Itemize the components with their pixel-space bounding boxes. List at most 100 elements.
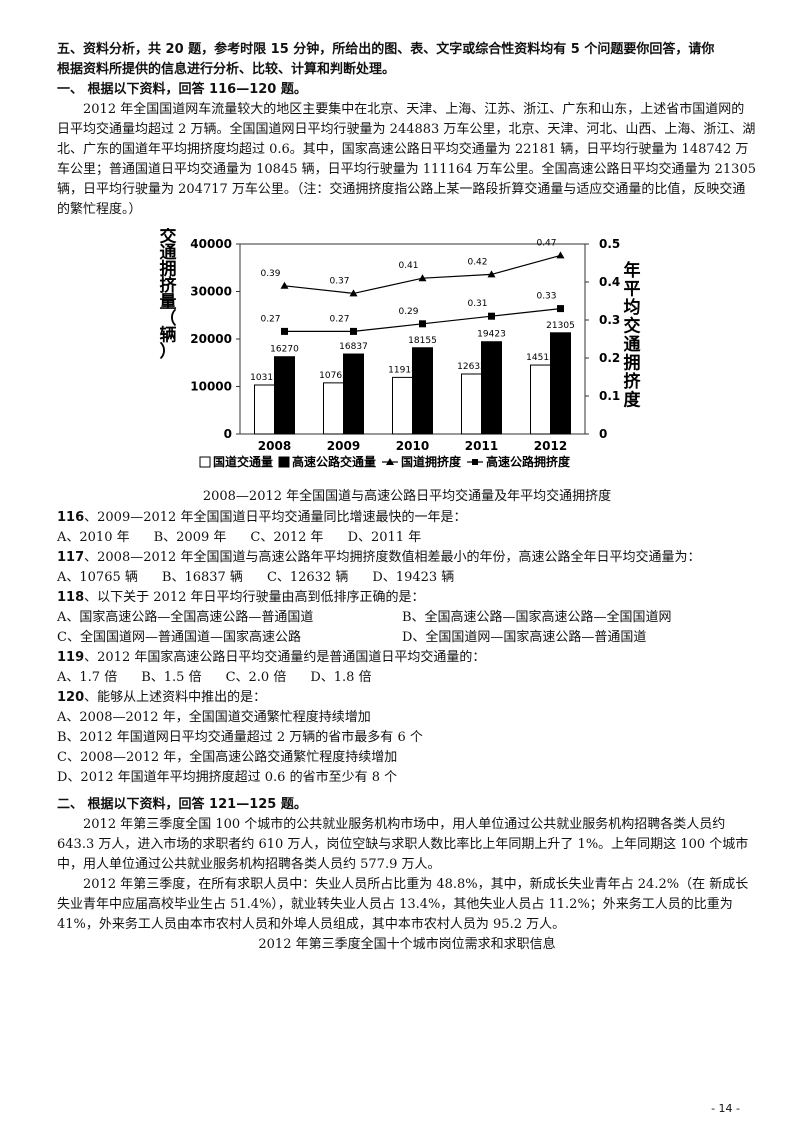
y-axis-title-char: 拥 xyxy=(160,258,177,279)
line-point xyxy=(487,270,496,278)
question-number: 120 xyxy=(57,690,85,705)
y2-tick-label: 0.5 xyxy=(599,237,620,251)
y2-tick-label: 0.3 xyxy=(599,313,620,327)
bar-data-label: 19423 xyxy=(477,330,506,340)
part2-heading: 二、 根据以下资料，回答 121—125 题。 xyxy=(57,797,307,812)
question-text: 、2012 年国家高速公路日平均交通量约是普通国道日平均交通量的： xyxy=(84,650,486,665)
y2-tick-label: 0.1 xyxy=(599,389,620,403)
answer-option[interactable]: C、2.0 倍 xyxy=(225,670,287,685)
line-data-label: 0.37 xyxy=(329,276,349,286)
y-axis-title-char: 辆 xyxy=(160,324,177,345)
y2-axis-title-char: 度 xyxy=(624,390,642,411)
y-axis-title-char: 量 xyxy=(160,291,177,312)
bar-data-label: 16270 xyxy=(270,345,299,355)
legend-marker xyxy=(386,458,394,465)
answer-option[interactable]: B、2009 年 xyxy=(153,530,227,545)
part1-paragraph: 2012 年全国国道网车流量较大的地区主要集中在北京、天津、上海、江苏、浙江、广… xyxy=(57,102,756,217)
legend-swatch xyxy=(199,456,211,468)
y-axis-title-char: 均 xyxy=(160,228,177,230)
answer-option[interactable]: B、2012 年国道网日平均交通量超过 2 万辆的省市最多有 6 个 xyxy=(57,730,423,745)
answer-option[interactable]: C、12632 辆 xyxy=(266,570,349,585)
line-point xyxy=(488,312,495,320)
y2-axis-title-char: 年 xyxy=(624,260,641,281)
bar xyxy=(323,382,344,435)
y-axis-title-char: 通 xyxy=(160,243,177,263)
answer-option[interactable]: A、国家高速公路—全国高速公路—普通国道 xyxy=(57,610,314,625)
bar-data-label: 11918 xyxy=(388,365,417,375)
part1-heading: 一、 根据以下资料，回答 116—120 题。 xyxy=(57,82,307,97)
y2-axis-title-char: 拥 xyxy=(624,353,641,374)
question-number: 117 xyxy=(57,550,85,565)
part2-paragraph1: 2012 年第三季度全国 100 个城市的公共就业服务机构市场中，用人单位通过公… xyxy=(57,817,749,872)
answer-option[interactable]: A、2010 年 xyxy=(57,530,130,545)
answer-option[interactable]: C、2012 年 xyxy=(250,530,324,545)
bar xyxy=(481,341,502,435)
line-data-label: 0.41 xyxy=(398,261,418,271)
question-stem: 119、2012 年国家高速公路日平均交通量约是普通国道日平均交通量的： xyxy=(57,648,757,668)
line-point xyxy=(281,327,288,335)
answer-option[interactable]: B、1.5 倍 xyxy=(141,670,202,685)
legend-marker xyxy=(472,459,478,465)
legend-swatch xyxy=(278,456,290,468)
y-tick-label: 10000 xyxy=(190,380,232,394)
section-header: 五、资料分析，共 20 题，参考时限 15 分钟，所给出的图、表、文字或综合性资… xyxy=(57,40,757,80)
bar-data-label: 18155 xyxy=(408,336,437,346)
table-caption: 2012 年第三季度全国十个城市岗位需求和求职信息 xyxy=(258,937,556,952)
line-data-label: 0.27 xyxy=(329,314,349,324)
answer-option[interactable]: A、10765 辆 xyxy=(57,570,138,585)
x-tick-label: 2012 xyxy=(534,439,567,453)
bar xyxy=(530,364,551,435)
line-data-label: 0.31 xyxy=(467,299,487,309)
y2-axis-title-char: 挤 xyxy=(624,371,642,392)
answer-option[interactable]: A、2008—2012 年，全国国道交通繁忙程度持续增加 xyxy=(57,710,371,725)
legend-label: 国道拥挤度 xyxy=(401,454,462,469)
line-point xyxy=(557,305,564,313)
option-row: C、全国国道网—普通国道—国家高速公路 D、全国国道网—国家高速公路—普通国道 xyxy=(57,628,757,648)
bar-data-label: 16837 xyxy=(339,342,368,352)
line-point xyxy=(350,327,357,335)
y-axis-title-char: 交 xyxy=(160,228,177,246)
answer-option[interactable]: D、1.8 倍 xyxy=(310,670,372,685)
line-data-label: 0.33 xyxy=(536,292,556,302)
line-point xyxy=(418,274,427,282)
question-number: 116 xyxy=(57,510,85,525)
answer-option[interactable]: A、1.7 倍 xyxy=(57,670,118,685)
legend-label: 高速公路拥挤度 xyxy=(486,454,571,469)
answer-option[interactable]: D、全国国道网—国家高速公路—普通国道 xyxy=(402,630,647,645)
question-text: 、2008—2012 年全国国道与高速公路年平均拥挤度数值相差最小的年份，高速公… xyxy=(84,550,701,565)
question-text: 、2009—2012 年全国国道日平均交通量同比增速最快的一年是： xyxy=(84,510,467,525)
x-tick-label: 2010 xyxy=(396,439,429,453)
line-point xyxy=(280,281,289,289)
y2-tick-label: 0.4 xyxy=(599,275,620,289)
y-axis-title-char: 挤 xyxy=(160,275,178,296)
bar xyxy=(550,332,571,435)
answer-option[interactable]: B、16837 辆 xyxy=(161,570,243,585)
traffic-chart: 0 10000 20000 30000 40000 0 0.1 0.2 0.3 0.4 0.5 200… xyxy=(160,228,642,469)
bar xyxy=(254,384,275,435)
y2-axis-title-char: 通 xyxy=(624,335,641,355)
x-tick-label: 2011 xyxy=(465,439,498,453)
answer-option[interactable]: C、2008—2012 年，全国高速公路交通繁忙程度持续增加 xyxy=(57,750,398,765)
y2-tick-label: 0 xyxy=(599,427,607,441)
answer-option[interactable]: D、2011 年 xyxy=(347,530,422,545)
answer-option[interactable]: B、全国高速公路—国家高速公路—全国国道网 xyxy=(402,610,672,625)
answer-option[interactable]: D、19423 辆 xyxy=(372,570,455,585)
chart-title: 2008—2012 年全国国道与高速公路日平均交通量及年平均交通拥挤度 xyxy=(202,489,612,504)
option-row: A、10765 辆 B、16837 辆 C、12632 辆 D、19423 辆 xyxy=(57,568,757,588)
bar xyxy=(461,373,482,435)
y-tick-label: 0 xyxy=(224,427,232,441)
option-row: A、国家高速公路—全国高速公路—普通国道 B、全国高速公路—国家高速公路—全国国道… xyxy=(57,608,757,628)
bar-data-label: 12632 xyxy=(457,362,486,372)
legend-label: 高速公路交通量 xyxy=(292,454,376,469)
answer-option[interactable]: C、全国国道网—普通国道—国家高速公路 xyxy=(57,630,301,645)
question-text: 、能够从上述资料中推出的是： xyxy=(84,690,267,705)
line-data-label: 0.29 xyxy=(398,307,418,317)
y-axis-title-char: （ xyxy=(160,308,177,329)
answer-option[interactable]: D、2012 年国道年平均拥挤度超过 0.6 的省市至少有 8 个 xyxy=(57,770,398,785)
y2-axis-title-char: 交 xyxy=(624,316,641,337)
question-stem: 120、能够从上述资料中推出的是： xyxy=(57,688,757,708)
option-row: A、2010 年 B、2009 年 C、2012 年 D、2011 年 xyxy=(57,528,757,548)
bar xyxy=(274,356,295,435)
bar-data-label: 14515 xyxy=(526,353,555,363)
line-data-label: 0.39 xyxy=(260,269,280,279)
